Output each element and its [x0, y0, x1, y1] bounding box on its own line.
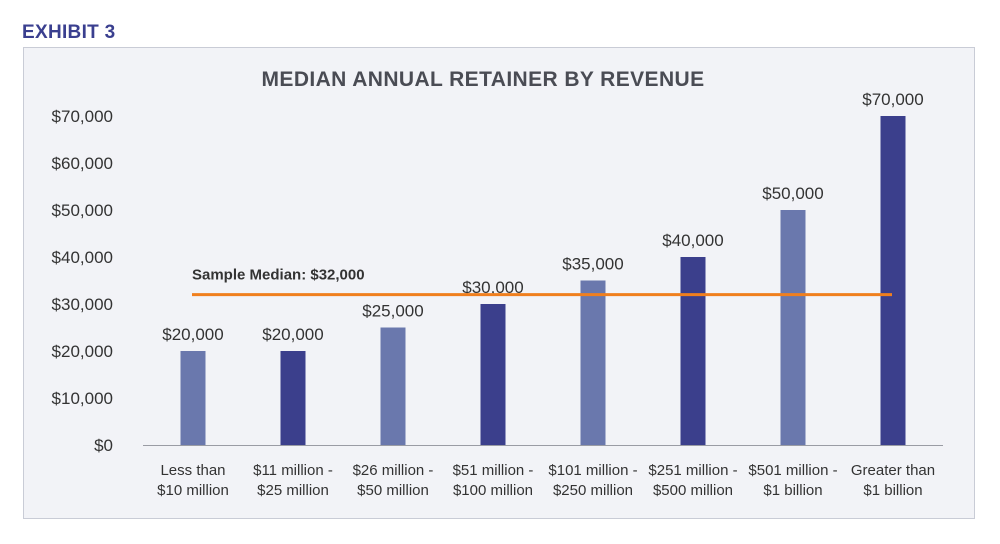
data-label: $70,000: [862, 90, 923, 109]
x-tick-label: $11 million -: [253, 462, 333, 479]
y-tick-label: $20,000: [52, 342, 113, 361]
bar: [580, 280, 606, 445]
x-tick-label: Greater than: [851, 462, 935, 479]
x-tick-label: $1 billion: [863, 482, 922, 499]
data-label: $30,000: [462, 278, 523, 297]
data-label: $20,000: [162, 325, 223, 344]
x-tick-label: $101 million -: [548, 462, 637, 479]
y-tick-label: $60,000: [52, 154, 113, 173]
y-tick-label: $50,000: [52, 201, 113, 220]
x-tick-label: $501 million -: [748, 462, 837, 479]
y-tick-label: $30,000: [52, 295, 113, 314]
x-tick-label: $26 million -: [353, 462, 434, 479]
data-label: $35,000: [562, 255, 623, 274]
x-tick-label: Less than: [160, 462, 225, 479]
x-tick-label: $50 million: [357, 482, 429, 499]
x-tick-label: $25 million: [257, 482, 329, 499]
x-tick-label: $250 million: [553, 482, 633, 499]
x-tick-label: $10 million: [157, 482, 229, 499]
bar: [780, 210, 806, 445]
y-tick-label: $40,000: [52, 248, 113, 267]
bar: [180, 351, 206, 445]
bar: [680, 257, 706, 445]
x-tick-label: $500 million: [653, 482, 733, 499]
median-label: Sample Median: $32,000: [192, 267, 365, 284]
y-tick-label: $0: [94, 436, 113, 455]
bar: [380, 327, 406, 445]
data-label: $25,000: [362, 302, 423, 321]
data-label: $40,000: [662, 231, 723, 250]
chart-title: MEDIAN ANNUAL RETAINER BY REVENUE: [262, 68, 705, 91]
x-tick-label: $1 billion: [763, 482, 822, 499]
x-tick-label: $100 million: [453, 482, 533, 499]
data-label: $50,000: [762, 184, 823, 203]
x-tick-label: $51 million -: [453, 462, 534, 479]
bar: [280, 351, 306, 445]
y-tick-label: $70,000: [52, 107, 113, 126]
x-tick-label: $251 million -: [648, 462, 737, 479]
exhibit-label: EXHIBIT 3: [22, 22, 116, 43]
bar: [880, 116, 906, 445]
y-tick-label: $10,000: [52, 389, 113, 408]
data-label: $20,000: [262, 325, 323, 344]
bar: [480, 304, 506, 445]
